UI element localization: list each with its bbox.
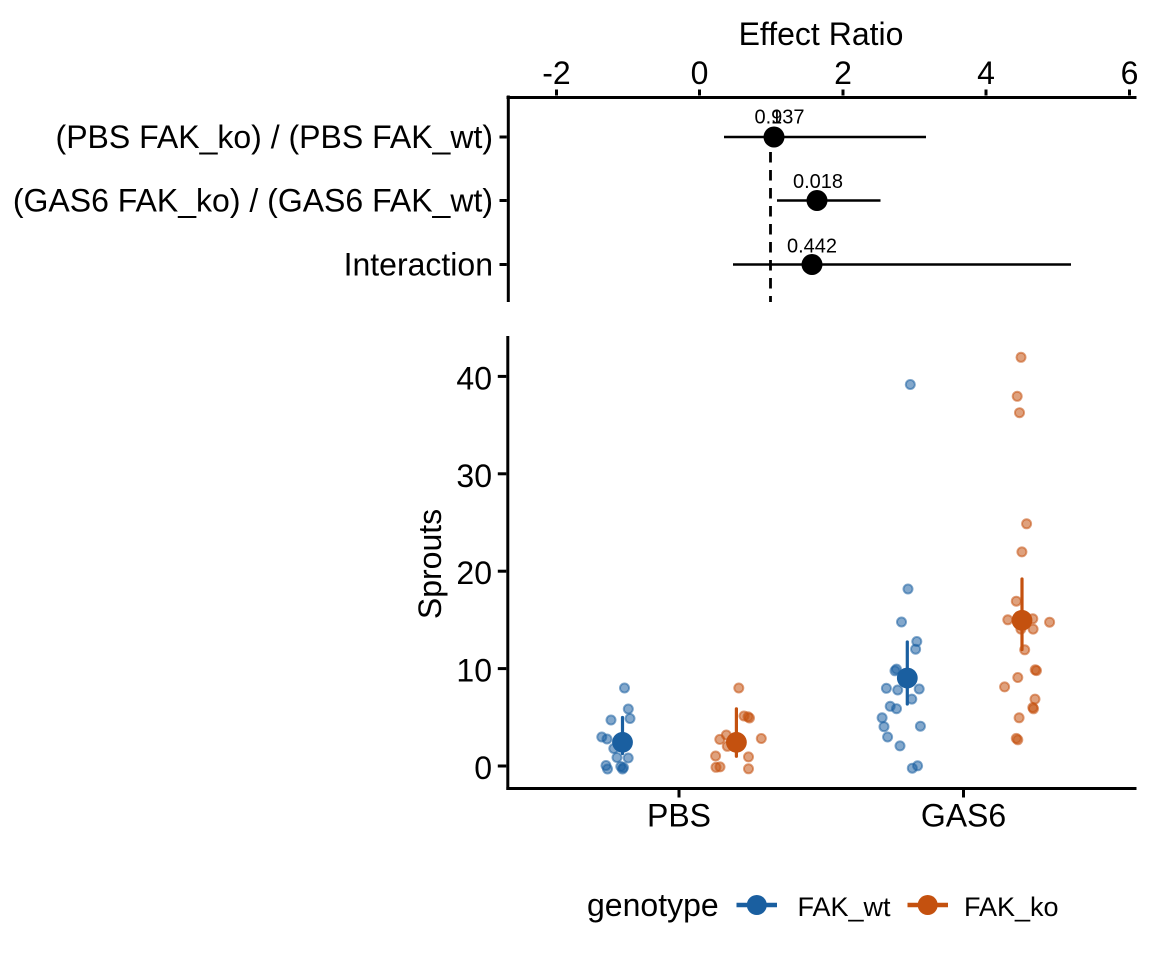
svg-text:20: 20 (456, 555, 492, 591)
svg-text:GAS6: GAS6 (921, 798, 1006, 834)
svg-text:30: 30 (456, 458, 492, 494)
svg-text:1: 1 (771, 107, 782, 129)
svg-text:genotype: genotype (587, 887, 719, 923)
svg-text:0.937: 0.937 (754, 107, 804, 129)
svg-text:10: 10 (456, 653, 492, 689)
svg-text:FAK_wt: FAK_wt (798, 892, 892, 922)
svg-text:Sprouts: Sprouts (412, 509, 448, 619)
svg-text:(GAS6 FAK_ko) / (GAS6 FAK_wt): (GAS6 FAK_ko) / (GAS6 FAK_wt) (13, 183, 493, 219)
svg-text:0.442: 0.442 (787, 236, 837, 258)
svg-text:2: 2 (834, 55, 852, 91)
svg-text:6: 6 (1121, 55, 1139, 91)
svg-text:0.018: 0.018 (793, 171, 843, 193)
svg-text:-2: -2 (542, 55, 570, 91)
svg-text:0: 0 (474, 750, 492, 786)
svg-text:0: 0 (691, 55, 709, 91)
svg-text:40: 40 (456, 360, 492, 396)
svg-text:Interaction: Interaction (344, 247, 493, 283)
svg-text:4: 4 (977, 55, 995, 91)
svg-text:Effect Ratio: Effect Ratio (739, 16, 904, 52)
svg-text:PBS: PBS (647, 798, 711, 834)
svg-text:(PBS FAK_ko) / (PBS FAK_wt): (PBS FAK_ko) / (PBS FAK_wt) (56, 119, 493, 155)
svg-text:FAK_ko: FAK_ko (964, 892, 1059, 922)
